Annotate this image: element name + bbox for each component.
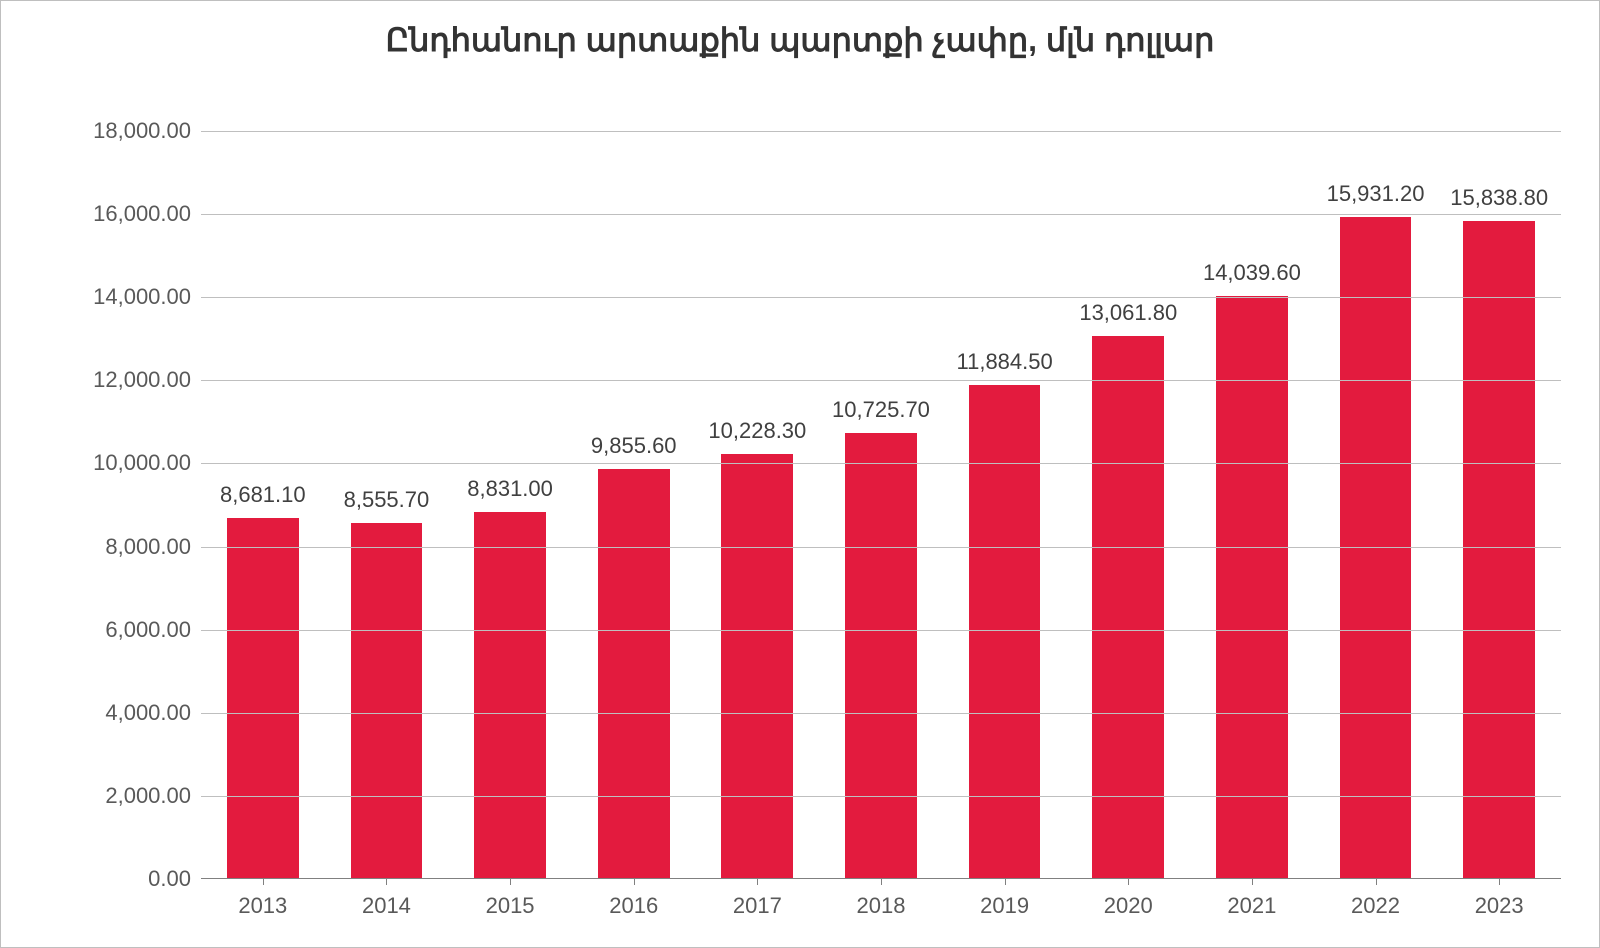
bar bbox=[474, 512, 546, 879]
bar-value-label: 13,061.80 bbox=[1079, 300, 1177, 326]
gridline bbox=[201, 297, 1561, 298]
bar bbox=[969, 385, 1041, 879]
gridline bbox=[201, 380, 1561, 381]
gridline bbox=[201, 796, 1561, 797]
chart-title: Ընդհանուր արտաքին պարտքի չափը, մլն դոլլա… bbox=[1, 1, 1599, 59]
x-tick-mark bbox=[634, 879, 635, 885]
bar-value-label: 8,831.00 bbox=[467, 476, 553, 502]
x-tick-label: 2013 bbox=[238, 879, 287, 919]
bar-value-label: 10,228.30 bbox=[708, 418, 806, 444]
y-tick-label: 6,000.00 bbox=[105, 617, 201, 643]
x-tick-mark bbox=[1252, 879, 1253, 885]
y-tick-label: 8,000.00 bbox=[105, 534, 201, 560]
plot-area: 8,681.10 8,555.70 8,831.00 9,855.60 10,228.3… bbox=[201, 131, 1561, 879]
x-tick-mark bbox=[510, 879, 511, 885]
x-tick-mark bbox=[1128, 879, 1129, 885]
bar bbox=[351, 523, 423, 879]
y-tick-label: 18,000.00 bbox=[93, 118, 201, 144]
x-tick-mark bbox=[1376, 879, 1377, 885]
x-tick-label: 2019 bbox=[980, 879, 1029, 919]
bar-value-label: 14,039.60 bbox=[1203, 260, 1301, 286]
bar-slot: 8,555.70 bbox=[325, 131, 449, 879]
gridline bbox=[201, 463, 1561, 464]
bar-value-label: 8,555.70 bbox=[344, 487, 430, 513]
x-tick-label: 2016 bbox=[609, 879, 658, 919]
bar-slot: 8,831.00 bbox=[448, 131, 572, 879]
x-tick-mark bbox=[386, 879, 387, 885]
x-tick-label: 2017 bbox=[733, 879, 782, 919]
gridline bbox=[201, 131, 1561, 132]
bar bbox=[1092, 336, 1164, 879]
x-tick-mark bbox=[1005, 879, 1006, 885]
bar bbox=[598, 469, 670, 879]
bar-slot: 10,725.70 bbox=[819, 131, 943, 879]
x-tick-label: 2014 bbox=[362, 879, 411, 919]
y-tick-label: 0.00 bbox=[148, 866, 201, 892]
bar bbox=[1463, 221, 1535, 879]
bar-slot: 11,884.50 bbox=[943, 131, 1067, 879]
bar bbox=[1340, 217, 1412, 879]
x-tick-label: 2018 bbox=[857, 879, 906, 919]
y-tick-label: 10,000.00 bbox=[93, 450, 201, 476]
bar-slot: 15,838.80 bbox=[1437, 131, 1561, 879]
x-tick-label: 2015 bbox=[486, 879, 535, 919]
bar-value-label: 9,855.60 bbox=[591, 433, 677, 459]
x-tick-label: 2021 bbox=[1227, 879, 1276, 919]
bar-value-label: 15,931.20 bbox=[1327, 181, 1425, 207]
chart-frame: Ընդհանուր արտաքին պարտքի չափը, մլն դոլլա… bbox=[0, 0, 1600, 948]
bars-container: 8,681.10 8,555.70 8,831.00 9,855.60 10,228.3… bbox=[201, 131, 1561, 879]
gridline bbox=[201, 214, 1561, 215]
bar bbox=[845, 433, 917, 879]
x-tick-label: 2023 bbox=[1475, 879, 1524, 919]
bar-value-label: 8,681.10 bbox=[220, 482, 306, 508]
x-tick-mark bbox=[263, 879, 264, 885]
x-tick-mark bbox=[881, 879, 882, 885]
x-tick-mark bbox=[757, 879, 758, 885]
y-tick-label: 12,000.00 bbox=[93, 367, 201, 393]
gridline bbox=[201, 630, 1561, 631]
x-tick-mark bbox=[1499, 879, 1500, 885]
bar bbox=[1216, 296, 1288, 879]
bar-value-label: 15,838.80 bbox=[1450, 185, 1548, 211]
x-tick-label: 2020 bbox=[1104, 879, 1153, 919]
bar-slot: 10,228.30 bbox=[696, 131, 820, 879]
y-tick-label: 16,000.00 bbox=[93, 201, 201, 227]
bar-slot: 14,039.60 bbox=[1190, 131, 1314, 879]
gridline bbox=[201, 547, 1561, 548]
bar-slot: 13,061.80 bbox=[1066, 131, 1190, 879]
bar-value-label: 10,725.70 bbox=[832, 397, 930, 423]
bar-slot: 15,931.20 bbox=[1314, 131, 1438, 879]
bar-value-label: 11,884.50 bbox=[957, 349, 1053, 375]
bar bbox=[721, 454, 793, 879]
bar-slot: 9,855.60 bbox=[572, 131, 696, 879]
y-tick-label: 4,000.00 bbox=[105, 700, 201, 726]
gridline bbox=[201, 713, 1561, 714]
bar bbox=[227, 518, 299, 879]
bar-slot: 8,681.10 bbox=[201, 131, 325, 879]
y-tick-label: 2,000.00 bbox=[105, 783, 201, 809]
x-tick-label: 2022 bbox=[1351, 879, 1400, 919]
y-tick-label: 14,000.00 bbox=[93, 284, 201, 310]
